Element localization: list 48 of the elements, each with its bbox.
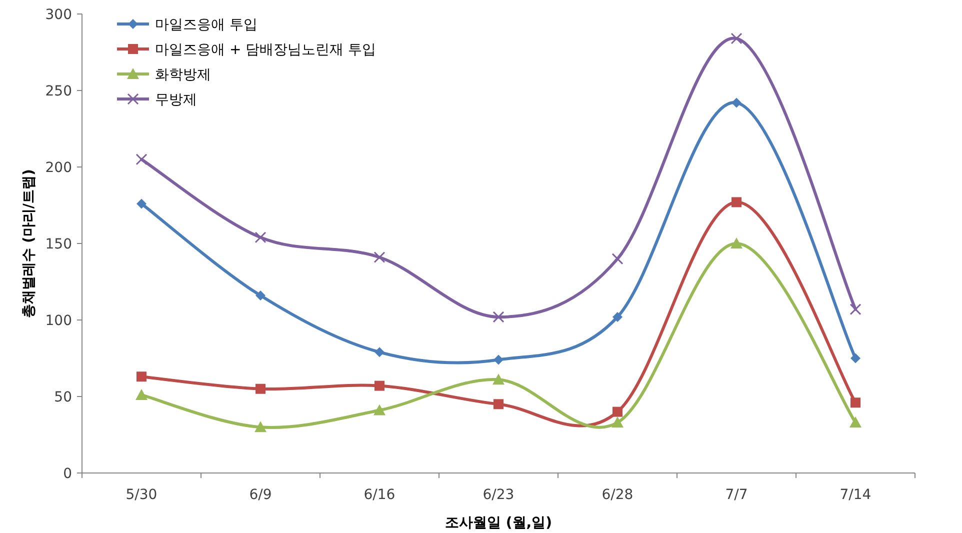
y-tick-label: 300: [45, 7, 72, 23]
point: [730, 238, 742, 248]
point: [732, 197, 742, 208]
y-tick-label: 200: [45, 160, 72, 176]
point: [612, 416, 624, 428]
point: [256, 290, 266, 301]
x-tick-label: 7/14: [840, 487, 872, 503]
point: [254, 421, 266, 432]
point: [850, 398, 860, 408]
x-tick-label: 7/7: [725, 487, 748, 503]
y-tick-label: 100: [45, 313, 72, 329]
point: [256, 384, 266, 394]
point: [254, 232, 266, 244]
point: [612, 253, 624, 265]
x-tick-label: 6/16: [364, 487, 396, 503]
point: [730, 32, 742, 44]
point: [136, 198, 146, 209]
x-tick-label: 6/28: [602, 487, 634, 503]
point: [494, 399, 504, 410]
legend-label: 무방제: [155, 92, 197, 108]
x-tick-label: 5/30: [126, 487, 158, 503]
x-tick-label: 6/9: [249, 487, 272, 503]
point: [136, 388, 148, 400]
y-tick-label: 150: [45, 236, 72, 252]
point: [850, 353, 860, 364]
point: [732, 98, 742, 108]
point: [850, 416, 862, 428]
point: [494, 354, 504, 365]
point: [374, 404, 386, 416]
legend-label: 마일즈응애 + 담배장님노린재 투입: [155, 42, 376, 58]
x-axis-title: 조사월일 (월,일): [445, 515, 552, 531]
point: [850, 304, 862, 316]
point: [136, 372, 146, 382]
point: [374, 347, 384, 358]
x-tick-label: 6/23: [482, 487, 514, 503]
point: [136, 154, 148, 166]
point: [492, 311, 504, 323]
legend-label: 화학방제: [155, 67, 211, 83]
point: [612, 406, 622, 417]
point: [492, 374, 504, 385]
y-tick-label: 250: [45, 84, 72, 100]
point: [374, 380, 384, 391]
point: [374, 252, 386, 264]
point: [612, 312, 622, 322]
y-tick-label: 50: [54, 390, 72, 406]
legend-label: 마일즈응애 투입: [155, 17, 258, 33]
y-tick-label: 0: [63, 466, 72, 482]
y-axis-title: 총채벌레수 (마리/트랩): [21, 169, 37, 318]
